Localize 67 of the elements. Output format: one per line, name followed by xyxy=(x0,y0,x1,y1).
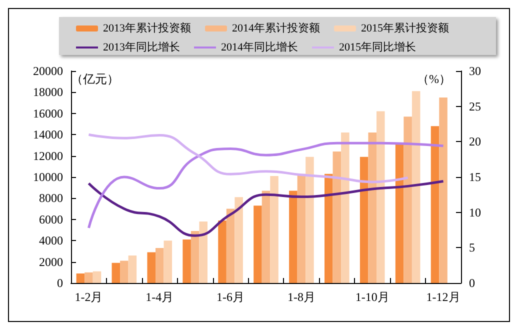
bar xyxy=(289,190,298,283)
legend-label: 2013年累计投资额 xyxy=(103,22,191,34)
bar xyxy=(156,248,164,283)
y-tick-label: 2000 xyxy=(39,254,63,269)
legend-label: 2014年累计投资额 xyxy=(232,22,320,34)
y-tick-label: 10000 xyxy=(33,170,63,184)
bar xyxy=(164,240,172,283)
bar xyxy=(430,126,440,283)
line-series xyxy=(87,133,410,184)
y-tick-label: 8000 xyxy=(39,191,63,206)
bar xyxy=(395,143,404,283)
line-series xyxy=(87,180,445,237)
bar xyxy=(324,174,333,283)
x-tick-label: 1-4月 xyxy=(146,290,174,304)
legend-label: 2014年同比增长 xyxy=(221,40,298,54)
legend-label: 2013年同比增长 xyxy=(103,40,180,54)
bar xyxy=(360,156,368,283)
y2-tick-label: 20 xyxy=(469,134,481,149)
x-tick-label: 1-10月 xyxy=(355,290,390,304)
bar xyxy=(226,208,235,283)
bar xyxy=(412,91,420,283)
bar xyxy=(270,176,278,283)
y2-tick-label: 30 xyxy=(469,64,481,78)
bar xyxy=(368,132,376,283)
y2-tick-label: 15 xyxy=(469,170,481,184)
y2-tick-label: 0 xyxy=(469,276,475,290)
y2-tick-label: 5 xyxy=(469,240,475,255)
x-tick-label: 1-8月 xyxy=(287,290,316,304)
bar xyxy=(234,197,243,283)
y2-tick-label: 10 xyxy=(469,205,481,220)
y-tick-label: 12000 xyxy=(33,148,63,163)
bar xyxy=(439,98,448,283)
bar xyxy=(332,152,342,283)
bar xyxy=(84,272,93,283)
x-tick-label: 1-6月 xyxy=(216,290,245,304)
y-tick-label: 0 xyxy=(57,276,63,290)
legend-label: 2015年同比增长 xyxy=(339,40,416,54)
y-tick-label: 20000 xyxy=(33,64,63,78)
bar xyxy=(404,116,412,283)
bar xyxy=(112,262,120,283)
bar xyxy=(120,260,128,283)
x-tick-label: 1-2月 xyxy=(74,290,103,304)
bar xyxy=(190,231,200,283)
y-tick-label: 18000 xyxy=(33,85,63,100)
y-tick-label: 6000 xyxy=(39,212,63,226)
bar xyxy=(341,132,350,283)
bar xyxy=(254,206,262,283)
y2-tick-label: 25 xyxy=(469,99,481,114)
bar xyxy=(182,240,191,283)
bar xyxy=(147,252,156,283)
bar xyxy=(218,220,226,283)
bar xyxy=(376,111,385,283)
line-series xyxy=(87,142,445,230)
y-axis-title: （亿元） xyxy=(71,72,119,86)
bar xyxy=(306,156,314,283)
bar xyxy=(76,273,85,283)
bar xyxy=(262,190,270,283)
y-tick-label: 14000 xyxy=(33,128,63,142)
y-tick-label: 16000 xyxy=(33,106,63,120)
bar xyxy=(199,222,208,283)
y2-axis-title: （%） xyxy=(417,72,451,86)
bar xyxy=(128,255,137,283)
bar xyxy=(297,174,306,283)
x-tick-label: 1-12月 xyxy=(426,290,460,304)
y-tick-label: 4000 xyxy=(39,234,63,248)
legend-label: 2015年累计投资额 xyxy=(361,22,449,34)
bar xyxy=(92,271,102,283)
